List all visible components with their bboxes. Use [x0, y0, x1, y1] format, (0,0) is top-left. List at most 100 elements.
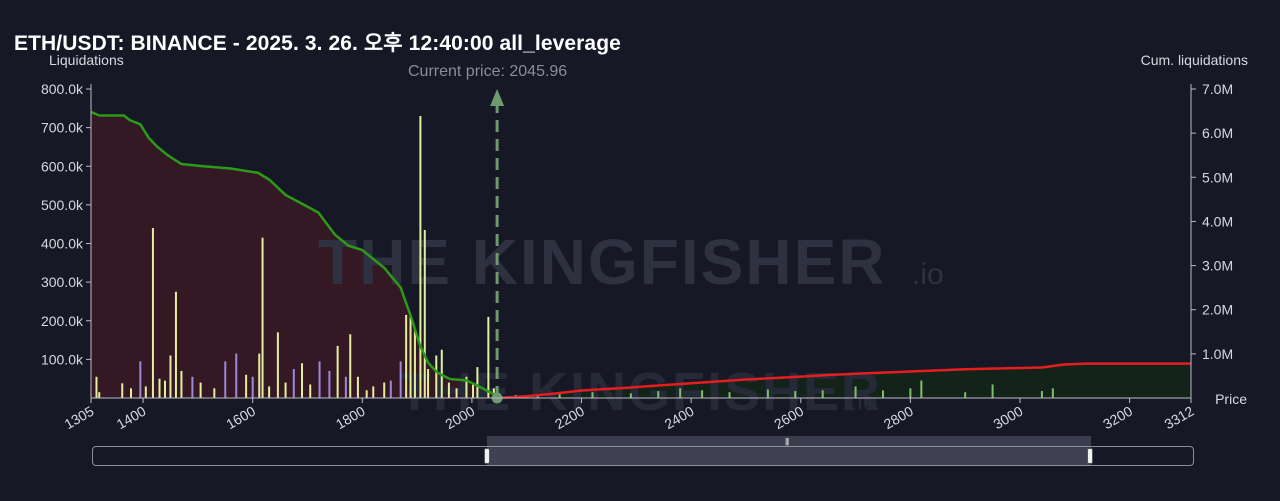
x-tick-label: 1800 [333, 403, 368, 433]
right-tick-label: 3.0M [1202, 258, 1233, 274]
liquidation-bar [245, 374, 248, 398]
x-tick-label: 3312 [1162, 403, 1197, 433]
liquidation-bar [455, 388, 458, 398]
left-tick-label: 600.0k [41, 158, 84, 174]
liquidation-bar [679, 388, 682, 398]
left-tick-label: 100.0k [41, 351, 84, 367]
right-tick-label: 5.0M [1202, 169, 1233, 185]
liquidation-bar [349, 334, 352, 398]
liquidation-bar [258, 353, 261, 398]
right-tick-label: 1.0M [1202, 346, 1233, 362]
cum-liquidations-below-line [90, 110, 498, 397]
right-tick-label: 2.0M [1202, 302, 1233, 318]
liquidation-bar [98, 392, 101, 398]
liquidation-bar [389, 380, 392, 398]
right-axis-title: Cum. liquidations [1140, 52, 1248, 68]
liquidation-bar [309, 384, 312, 398]
liquidation-bar [356, 376, 359, 398]
liquidation-bar [158, 378, 161, 398]
liquidation-bar [657, 391, 660, 398]
liquidation-bar [794, 391, 797, 398]
navigator-scrollbar[interactable] [487, 436, 1091, 446]
watermark-suffix: .io [912, 258, 944, 291]
liquidation-bar [821, 390, 824, 398]
liquidation-bar [301, 363, 304, 398]
liquidation-bar [405, 314, 408, 398]
left-tick-label: 500.0k [41, 197, 84, 213]
cum-below-area [91, 111, 498, 398]
left-tick-label: 700.0k [41, 120, 84, 136]
liquidation-bar [169, 355, 172, 398]
watermark-suffix-2: .io [850, 386, 877, 416]
watermark-text: THE KINGFISHER [318, 226, 886, 298]
liquidation-bar [423, 229, 426, 398]
liquidation-bar [447, 382, 450, 398]
x-tick-label: 3200 [1100, 403, 1135, 433]
liquidation-bar [465, 376, 468, 398]
liquidation-bar [476, 367, 479, 398]
liquidation-bar [399, 361, 402, 398]
liquidation-bar [144, 386, 147, 398]
cum-above-area [497, 363, 1191, 398]
navigator-grip-icon[interactable]: ||| [785, 437, 789, 446]
liquidation-bar [964, 392, 967, 398]
liquidation-bar [130, 388, 133, 398]
liquidation-bar [95, 376, 98, 398]
liquidation-bar [213, 388, 216, 398]
left-tick-label: 400.0k [41, 236, 84, 252]
liquidation-bar [991, 384, 994, 398]
liquidation-bar [284, 382, 287, 398]
liquidation-bar [251, 376, 254, 398]
right-tick-label: 4.0M [1202, 213, 1233, 229]
liquidation-bar [163, 380, 166, 398]
navigator-left-handle[interactable] [484, 448, 490, 464]
x-tick-label: 1305 [62, 403, 97, 433]
liquidation-bar [276, 332, 279, 398]
liquidation-bar [558, 393, 561, 398]
liquidation-bar [336, 345, 339, 398]
liquidation-bar [1051, 388, 1054, 398]
right-tick-label: 7.0M [1202, 81, 1233, 97]
liquidation-bar [224, 361, 227, 398]
liquidation-bar [344, 376, 347, 398]
liquidation-bar [591, 392, 594, 398]
liquidation-bar [139, 361, 142, 398]
liquidation-bar [318, 361, 321, 398]
liquidation-bar [180, 370, 183, 398]
right-tick-label: 6.0M [1202, 125, 1233, 141]
left-tick-label: 300.0k [41, 274, 84, 290]
liquidation-bar [199, 382, 202, 398]
liquidation-bar [909, 388, 912, 398]
navigator-right-handle[interactable] [1087, 448, 1093, 464]
liquidation-bar [701, 390, 704, 398]
liquidation-bar [372, 386, 375, 398]
chart-title: ETH/USDT: BINANCE - 2025. 3. 26. 오후 12:4… [14, 32, 621, 55]
left-tick-label: 200.0k [41, 313, 84, 329]
liquidation-bar [472, 384, 475, 398]
current-price-label: Current price: 2045.96 [408, 63, 568, 80]
x-tick-label: 3000 [991, 403, 1026, 433]
left-axis-title: Liquidations [49, 52, 124, 68]
current-price-arrow [490, 89, 505, 106]
liquidation-bar [1040, 391, 1043, 398]
liquidation-bar [261, 237, 264, 398]
price-axis-title: Price [1215, 391, 1247, 407]
liquidation-bar [419, 116, 422, 398]
liquidation-bar [121, 383, 124, 398]
liquidation-bar [427, 369, 430, 398]
liquidation-bar [235, 353, 238, 398]
left-tick-label: 800.0k [41, 81, 84, 97]
liquidation-bar [174, 291, 177, 398]
liquidation-bar [487, 316, 490, 398]
liquidation-bar [629, 393, 632, 398]
range-navigator[interactable] [92, 446, 1194, 466]
liquidation-bar [766, 389, 769, 398]
liquidation-bar [881, 390, 884, 398]
liquidation-bar [413, 330, 416, 398]
cum-liquidations-above-line [497, 362, 1191, 400]
liquidation-bar [268, 386, 271, 398]
liquidation-bar [854, 386, 857, 398]
x-tick-label: 1600 [223, 403, 258, 433]
liquidation-bar [435, 355, 438, 398]
